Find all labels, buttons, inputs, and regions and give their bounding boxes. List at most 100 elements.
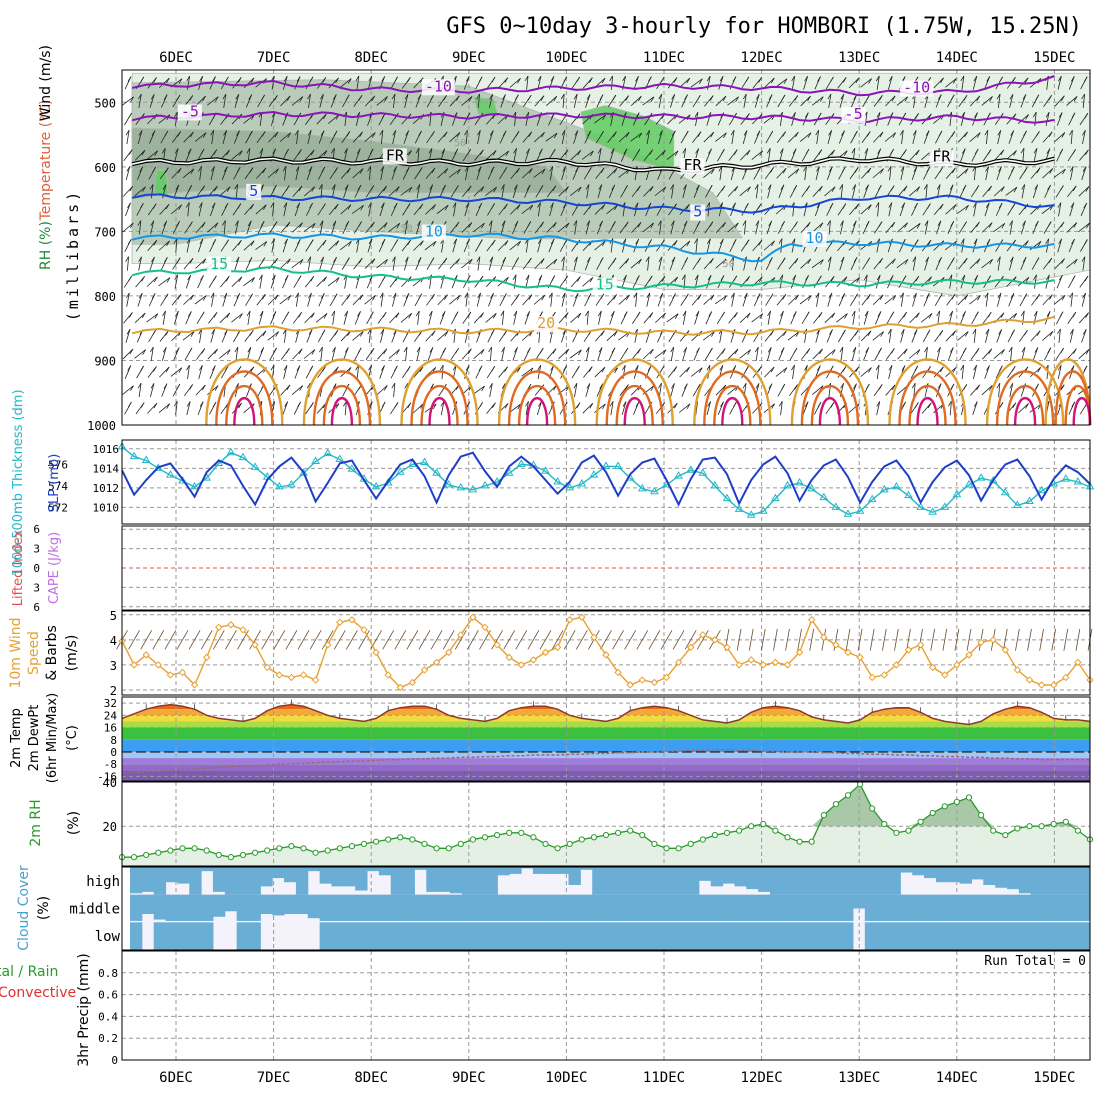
wind-barb-flag [428,148,433,154]
cloud-bar-middle [698,894,712,921]
wind-barb-flag [975,348,980,354]
thickness-point [879,484,889,493]
wind10-point [686,643,695,652]
wind-barb-flag [235,383,239,389]
wind-barb-flag [551,275,556,281]
top-date-label: 12DEC [741,50,783,66]
wind-barb-flag [186,364,190,371]
bottom-date-axis: 6DEC 7DEC 8DEC 9DEC 10DEC 11DEC 12DEC 13DEC 14DE… [159,1070,1075,1086]
wind-barb-flag [612,257,617,264]
wind-barb-10m [1051,628,1057,651]
wind-barb [486,113,496,125]
wind-barb-10m [442,630,455,650]
wind-barb-flag [274,95,278,101]
rh2m-point [602,831,610,839]
temperature-bands [122,704,1090,781]
wind-barb-flag [659,130,663,136]
wind-barb-flag [754,346,759,353]
wind-barb-flag [758,77,762,83]
wind-barb-flag [636,311,641,318]
wind-barb-flag [742,93,747,100]
wind-barb [199,166,202,181]
wind-barb [863,184,869,199]
wind-barb [235,347,239,361]
wind10-point [807,616,816,624]
thickness-point [287,479,296,488]
wind-barb-flag [624,221,629,228]
wind10-point [892,661,901,669]
wind-barb [255,241,267,251]
wind-barb [1081,329,1087,343]
wind-barb-flag [574,256,578,263]
wind-barb [356,238,360,253]
wind-barb-flag [1000,149,1005,156]
wind-barb [960,148,966,162]
wind-barb-flag [238,150,243,156]
wind-barb [787,168,800,179]
thickness-point [371,481,381,490]
wind-barb-flag [924,346,928,353]
wind-barb-flag [274,257,278,264]
wind-barb-flag [610,148,615,154]
cloud-bar-low [1066,922,1079,950]
wind-barb [1030,330,1041,342]
wind-barb-flag [162,347,167,353]
cloud-bar-middle [212,894,226,917]
wind-barb [900,166,905,181]
wind-barb [682,347,688,361]
wind10-point [662,673,671,682]
cloud-bar-middle [1030,894,1044,921]
wind-barb [969,258,981,269]
wind-barb-flag [781,94,786,101]
wind-barb-flag [647,202,652,209]
wind-barb-flag [879,257,883,264]
wind-barb-flag [236,166,241,173]
rh-tick-label: 40 [103,776,117,790]
wind10-point [432,658,441,667]
wind-barb [896,96,909,106]
cloud-bar-middle [141,894,155,915]
wind-barb-flag [1060,221,1065,228]
low-level-contour [810,384,850,426]
wind-barb-flag [271,238,275,244]
wind-barb-flag [621,364,626,371]
wind-barb-flag [1085,349,1090,355]
wind-barb-10m [515,630,528,650]
wind-barb-flag [321,329,326,336]
wind-barb [449,294,461,305]
wind-barb-flag [515,257,519,263]
low-level-contour [302,358,382,426]
wind-barb-flag [588,366,593,372]
wind-barb-flag [174,111,178,118]
wind-barb-flag [1000,312,1005,318]
wind-barb [727,96,739,106]
wind-barb-flag [429,184,434,190]
thickness-point [601,461,611,469]
wind-barb-flag [1045,112,1050,118]
wind-barb-flag [937,220,942,227]
wind-barb-flag [442,347,447,353]
wind-barb-flag [988,222,993,228]
wind-barb-flag [1033,148,1038,154]
cloud-bar-middle [817,894,830,921]
low-level-contour [215,370,274,426]
wind-barb [924,256,930,271]
wind-barb-flag [829,329,833,335]
wind-barb [657,293,664,307]
wind-barb-flag [792,148,797,154]
wind10-point [783,661,792,669]
wind-barb [1082,93,1086,108]
wind-barb-flag [986,76,991,82]
wind-barb-flag [1058,238,1062,245]
wind-barb [715,258,727,269]
wind-barb-flag [370,348,375,354]
wind-barb-flag [236,130,240,136]
wind-barb-flag [771,403,776,409]
wind-barb-flag [927,203,931,209]
wind-barb-flag [199,76,203,82]
cloud-bar-low [485,922,498,950]
wind-barb-flag [480,312,484,318]
cloud-bar-middle [544,894,558,921]
wind-barb-flag [468,222,473,228]
slp-axis-label: SLP (mb) [47,454,62,513]
